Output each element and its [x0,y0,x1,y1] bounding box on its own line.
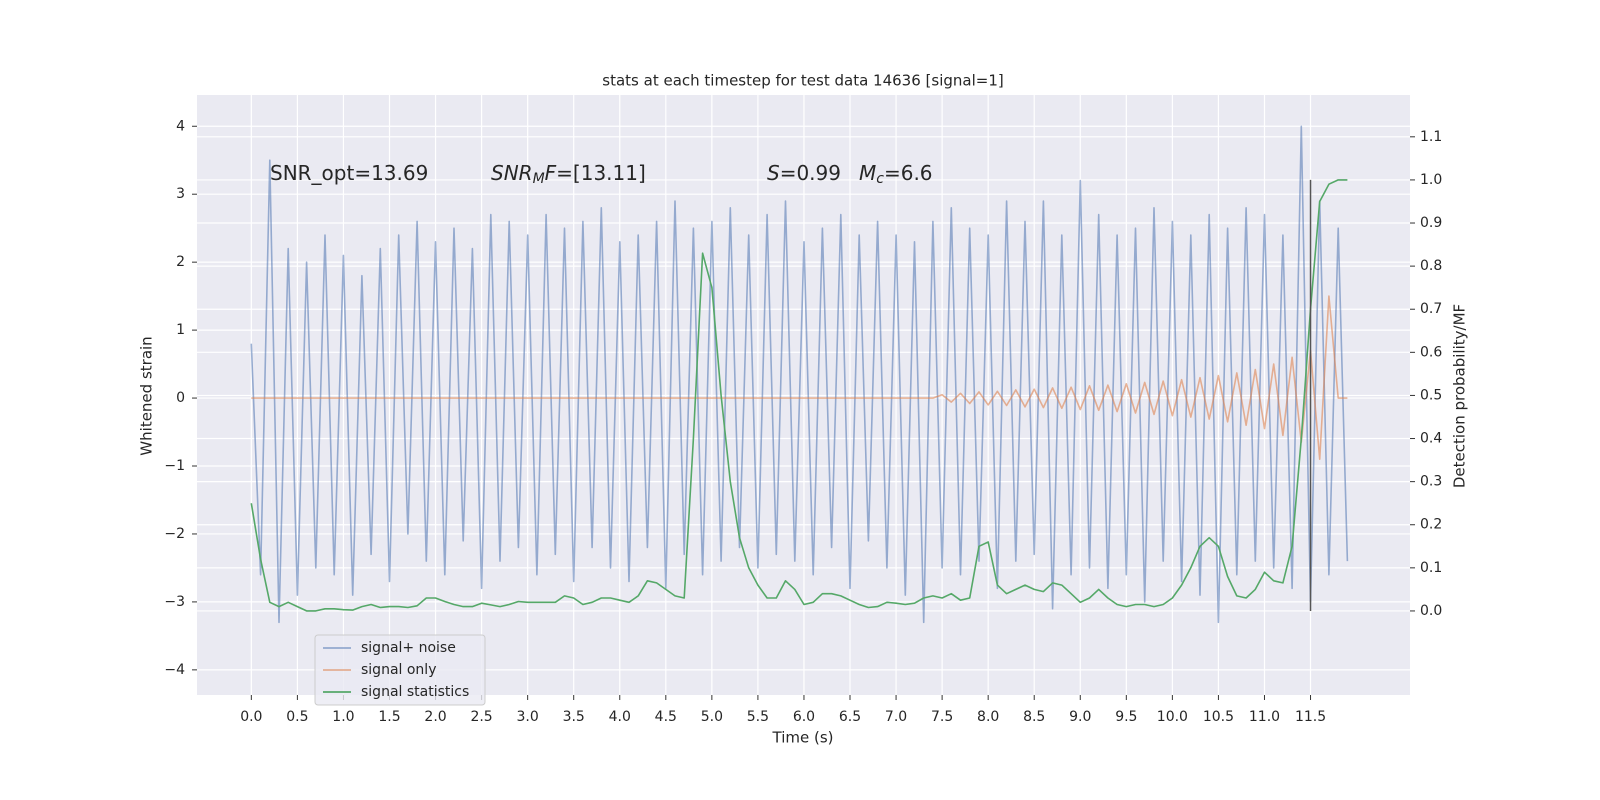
chart-title: stats at each timestep for test data 146… [602,72,1003,90]
y-axis-label: Whitened strain [138,336,156,455]
y-tick-label: −4 [164,662,185,678]
annotation-part: =6.6 [884,161,933,185]
x-tick-label: 9.0 [1069,709,1091,725]
legend-box [314,634,486,706]
y-tick-label: 1 [176,322,185,338]
legend-label: signal+ noise [361,640,456,656]
x-tick-label: 10.5 [1203,709,1234,725]
x-tick-label: 0.0 [240,709,262,725]
x-tick-label: 9.5 [1115,709,1137,725]
x-tick-label: 0.5 [286,709,308,725]
y2-tick-label: 0.4 [1420,431,1442,447]
annotation: SNRMF=[13.11] [491,161,646,188]
x-tick-label: 2.5 [470,709,492,725]
x-axis-label: Time (s) [772,729,834,747]
x-tick-label: 8.5 [1023,709,1045,725]
legend: signal+ noise signal only signal statistic… [314,634,486,706]
y2-tick-label: 0.9 [1420,215,1442,231]
series-line [250,125,1349,624]
y-tick-label: −3 [164,594,185,610]
annotation-part: S [767,161,780,185]
y2-tick-label: 0.8 [1420,258,1442,274]
y-tick-label: 2 [176,254,185,270]
legend-label: signal statistics [361,684,469,700]
legend-label: signal only [361,662,436,678]
y2-tick-label: 0.7 [1420,301,1442,317]
x-tick-label: 5.5 [747,709,769,725]
x-tick-label: 8.0 [977,709,999,725]
y2-tick-label: 1.0 [1420,172,1442,188]
y2-tick-label: 0.5 [1420,387,1442,403]
annotation-part: SNR [491,161,533,185]
y-tick-label: −2 [164,526,185,542]
annotation-part: c [876,171,884,187]
annotation-part: =[13.11] [556,161,646,185]
series-line [251,295,1348,460]
annotation: S=0.99 [767,161,841,185]
annotation: SNR_opt=13.69 [270,161,428,185]
y-tick-label: 4 [176,118,185,134]
y-tick-label: 0 [176,390,185,406]
x-tick-label: 1.5 [378,709,400,725]
x-tick-label: 5.0 [701,709,723,725]
x-tick-label: 7.5 [931,709,953,725]
x-tick-label: 2.0 [424,709,446,725]
x-tick-label: 4.5 [655,709,677,725]
x-tick-label: 6.5 [839,709,861,725]
x-tick-label: 3.5 [563,709,585,725]
annotation-part: M [533,171,545,187]
y2-tick-label: 0.1 [1420,560,1442,576]
x-tick-label: 3.0 [517,709,539,725]
y2-tick-label: 0.2 [1420,517,1442,533]
y2-tick-label: 0.6 [1420,344,1442,360]
y2-tick-label: 1.1 [1420,129,1442,145]
annotation-part: SNR_opt=13.69 [270,161,428,185]
x-tick-label: 11.0 [1249,709,1280,725]
annotation-part: M [859,161,876,185]
series-line [250,179,1348,612]
annotation: Mc=6.6 [859,161,933,188]
x-tick-label: 1.0 [332,709,354,725]
y-tick-label: −1 [164,458,185,474]
annotation-part: =0.99 [780,161,841,185]
x-tick-label: 4.0 [609,709,631,725]
x-tick-label: 7.0 [885,709,907,725]
y2-tick-label: 0.3 [1420,474,1442,490]
x-tick-label: 10.0 [1157,709,1188,725]
y2-tick-label: 0.0 [1420,603,1442,619]
x-tick-label: 6.0 [793,709,815,725]
y2-axis-label: Detection probability/MF [1451,304,1469,488]
y-tick-label: 3 [176,186,185,202]
x-tick-label: 11.5 [1295,709,1326,725]
annotation-part: F [545,161,557,185]
